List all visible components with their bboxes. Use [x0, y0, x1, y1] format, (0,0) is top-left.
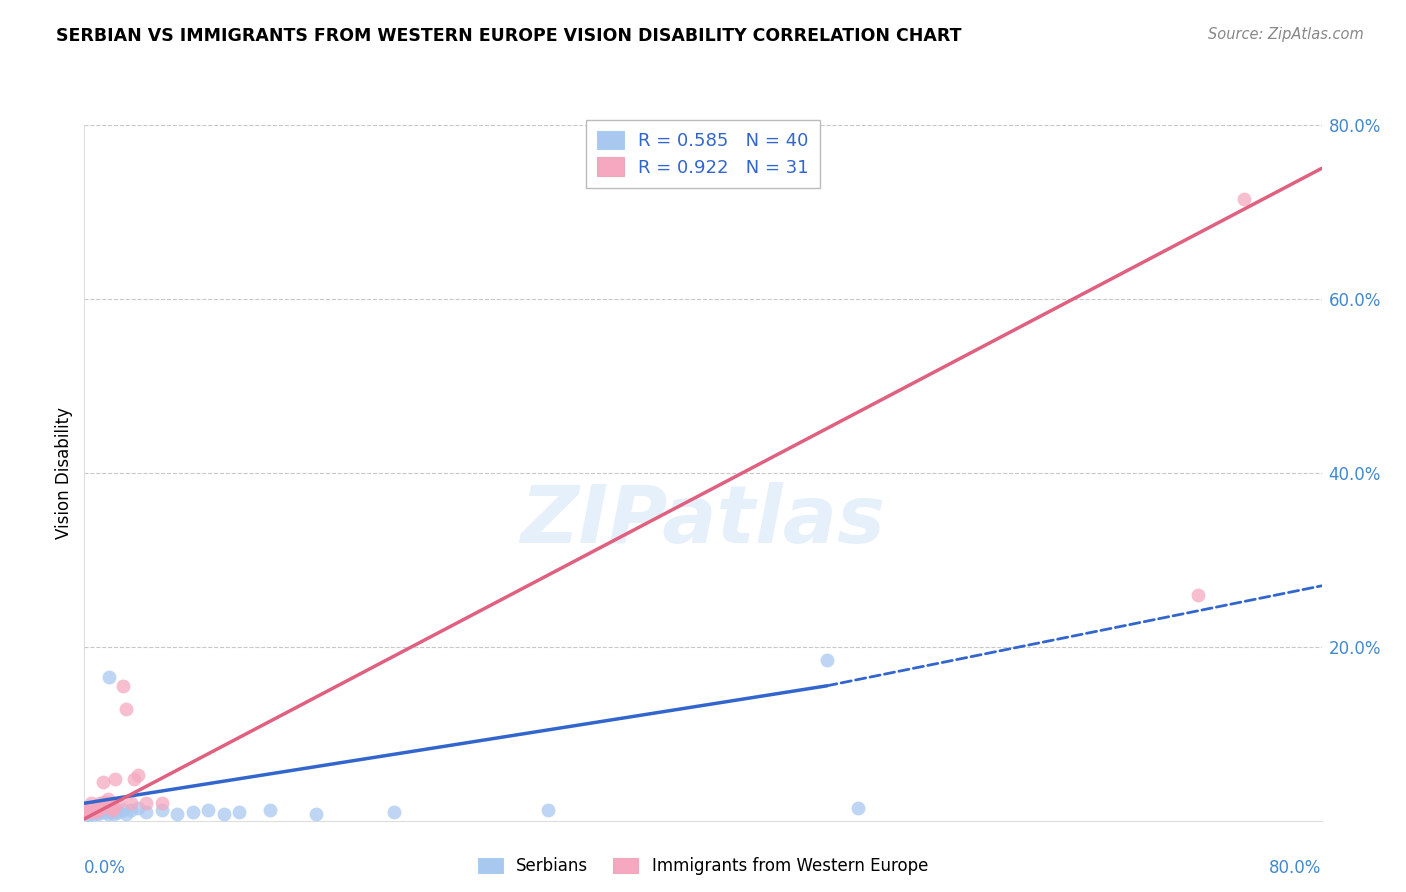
Point [93, 795, 115, 809]
Text: Source: ZipAtlas.com: Source: ZipAtlas.com [1208, 27, 1364, 42]
Point [101, 803, 124, 817]
Point [115, 702, 138, 716]
Point [104, 803, 127, 817]
Point [104, 772, 127, 786]
Point [86, 803, 108, 817]
Point [82, 803, 104, 817]
Point [76, 800, 98, 814]
Point [128, 768, 150, 782]
Point [120, 796, 142, 810]
Point [89, 805, 111, 819]
Point [212, 806, 235, 821]
Point [75, 805, 97, 819]
Point [128, 800, 150, 814]
Point [77, 805, 100, 819]
Point [107, 805, 129, 819]
Point [100, 797, 122, 812]
Point [150, 803, 173, 817]
Point [91, 774, 114, 789]
Point [86, 800, 108, 814]
Point [228, 805, 250, 819]
Point [83, 806, 105, 821]
Point [97, 792, 120, 806]
Point [77, 803, 100, 817]
Point [100, 805, 122, 819]
Point [815, 653, 838, 667]
Point [93, 805, 115, 819]
Point [305, 806, 328, 821]
Point [103, 806, 125, 821]
Point [382, 805, 405, 819]
Point [1187, 587, 1209, 601]
Point [135, 796, 157, 810]
Point [94, 803, 117, 817]
Text: ZIPatlas: ZIPatlas [520, 483, 886, 560]
Point [120, 803, 142, 817]
Point [166, 806, 188, 821]
Point [135, 805, 157, 819]
Point [107, 796, 129, 810]
Point [94, 797, 117, 812]
Point [115, 806, 138, 821]
Point [90, 800, 112, 814]
Point [846, 800, 869, 814]
Point [77, 807, 100, 822]
Point [197, 803, 219, 817]
Point [84, 805, 107, 819]
Text: 0.0%: 0.0% [84, 859, 127, 877]
Point [79, 796, 101, 810]
Point [122, 772, 145, 786]
Point [98, 670, 121, 684]
Point [112, 679, 135, 693]
Point [76, 800, 98, 814]
Point [259, 803, 281, 817]
Point [112, 803, 135, 817]
Point [87, 806, 110, 821]
Point [76, 803, 98, 817]
Point [537, 803, 560, 817]
Point [91, 800, 114, 814]
Y-axis label: Vision Disability: Vision Disability [55, 407, 73, 539]
Point [150, 796, 173, 810]
Point [90, 803, 112, 817]
Point [103, 800, 125, 814]
Point [87, 803, 110, 817]
Point [76, 806, 98, 821]
Point [97, 806, 120, 821]
Point [101, 803, 124, 817]
Text: SERBIAN VS IMMIGRANTS FROM WESTERN EUROPE VISION DISABILITY CORRELATION CHART: SERBIAN VS IMMIGRANTS FROM WESTERN EUROP… [56, 27, 962, 45]
Text: 80.0%: 80.0% [1270, 859, 1322, 877]
Legend: Serbians, Immigrants from Western Europe: Serbians, Immigrants from Western Europe [471, 851, 935, 882]
Point [181, 805, 204, 819]
Point [82, 803, 104, 817]
Point [79, 805, 101, 819]
Point [89, 796, 111, 810]
Point [84, 805, 107, 819]
Point [1233, 192, 1256, 206]
Point [83, 800, 105, 814]
Point [98, 796, 121, 810]
Point [75, 805, 97, 819]
